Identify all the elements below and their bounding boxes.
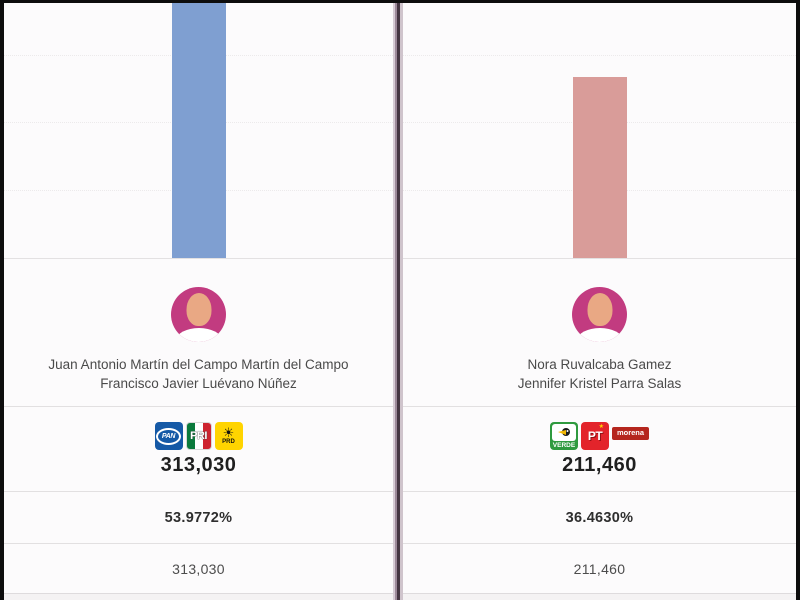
party-logos-left: PAN PRI ☀ PRD	[4, 422, 393, 450]
vote-bar-left	[171, 3, 226, 258]
avatar	[572, 287, 627, 342]
vote-bar-right	[572, 77, 627, 258]
avatar-shoulders	[576, 328, 623, 342]
votes-value-left: 313,030	[172, 560, 225, 577]
candidate-identity-right: Nora Ruvalcaba Gamez Jennifer Kristel Pa…	[403, 259, 796, 406]
avatar-shoulders	[175, 328, 222, 342]
pt-party-logo: ★ PT	[581, 422, 609, 450]
party-logos-right: VERDE ★ PT morena	[403, 422, 796, 450]
percentage-value-left: 53.9772%	[164, 509, 233, 526]
percentage-row-left: 53.9772%	[4, 491, 393, 543]
votes-headline-right: 211,460	[562, 454, 637, 476]
footer-strip	[4, 593, 393, 600]
coalition-row-right: VERDE ★ PT morena 211,460	[403, 406, 796, 491]
verde-emblem-area	[552, 424, 576, 441]
votes-value-right: 211,460	[573, 560, 626, 577]
prd-sun-icon: ☀	[222, 425, 235, 440]
pan-party-logo: PAN	[154, 422, 183, 450]
votes-row-left: 313,030	[4, 543, 393, 593]
percentage-value-right: 36.4630%	[565, 509, 634, 526]
candidate-panel-right: Nora Ruvalcaba Gamez Jennifer Kristel Pa…	[403, 3, 796, 600]
prd-party-logo: ☀ PRD	[214, 422, 243, 450]
votes-row-right: 211,460	[403, 543, 796, 593]
candidate-name-line2: Francisco Javier Luévano Núñez	[100, 376, 297, 391]
percentage-row-right: 36.4630%	[403, 491, 796, 543]
pri-party-logo: PRI	[185, 422, 212, 450]
pt-star-icon: ★	[598, 424, 604, 430]
coalition-row-left: PAN PRI ☀ PRD 313,030	[4, 406, 393, 491]
verde-toucan-icon	[558, 427, 570, 436]
avatar-head	[587, 293, 612, 326]
gridline	[403, 55, 796, 56]
candidate-name-line2: Jennifer Kristel Parra Salas	[517, 376, 682, 391]
bar-chart-area-left	[4, 3, 393, 259]
morena-party-logo: morena	[612, 426, 649, 440]
avatar-head	[186, 293, 211, 326]
bar-chart-area-right	[403, 3, 796, 259]
candidate-panel-left: Juan Antonio Martín del Campo Martín del…	[4, 3, 393, 600]
verde-party-logo: VERDE	[550, 422, 578, 450]
candidate-identity-left: Juan Antonio Martín del Campo Martín del…	[4, 259, 393, 406]
votes-headline-left: 313,030	[160, 454, 237, 476]
candidate-name-line1: Juan Antonio Martín del Campo Martín del…	[48, 357, 349, 372]
panel-divider	[393, 3, 403, 600]
candidate-name-line1: Nora Ruvalcaba Gamez	[527, 357, 672, 372]
pan-oval: PAN	[156, 427, 181, 445]
avatar	[171, 287, 226, 342]
footer-strip	[403, 593, 796, 600]
